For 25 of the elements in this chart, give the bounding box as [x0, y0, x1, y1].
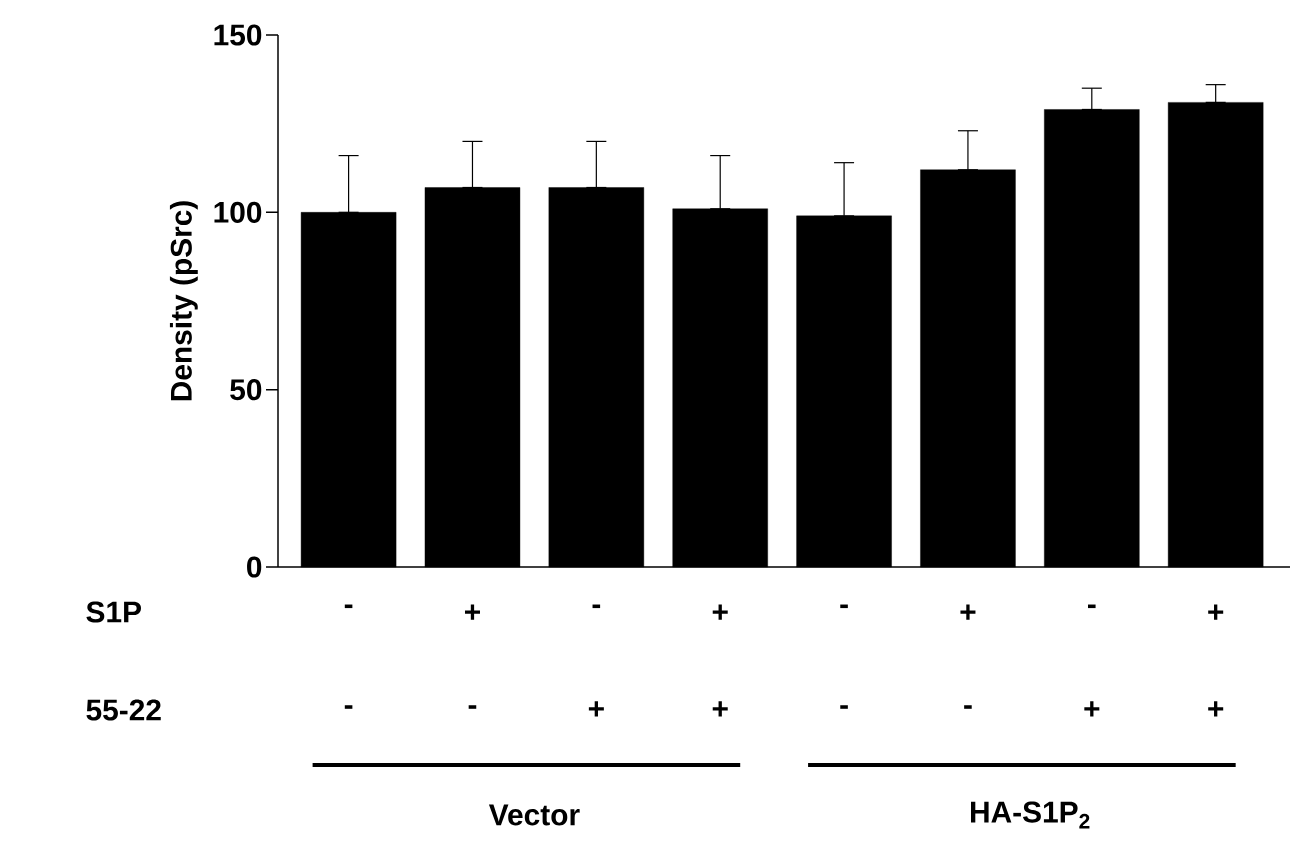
y-axis-title: Density (pSrc) — [169, 201, 198, 401]
text: S1P — [86, 601, 141, 623]
x-tick-label: - — [592, 604, 601, 609]
text: + — [1208, 701, 1224, 717]
x-tick-label: + — [960, 604, 976, 620]
text: - — [468, 705, 477, 709]
x-tick-label: + — [464, 604, 480, 620]
text: - — [344, 705, 353, 709]
y-tick-label: 100 — [214, 201, 262, 223]
text: + — [712, 701, 728, 717]
y-tick-label: 0 — [247, 556, 262, 578]
x-tick-label: - — [840, 604, 848, 609]
x-tick-label: - — [344, 604, 353, 609]
x-tick-label: - — [1088, 604, 1096, 609]
text: Vector — [488, 804, 580, 826]
x-tick-label: + — [1208, 604, 1224, 620]
text: + — [588, 701, 604, 717]
y-tick-label: 50 — [230, 379, 262, 401]
text: + — [1084, 701, 1100, 717]
text: HA-S1P$_{2}$ — [971, 801, 1090, 829]
text: - — [840, 705, 848, 709]
text: - — [964, 705, 972, 709]
y-tick-label: 150 — [214, 24, 262, 46]
x-tick-label: + — [712, 604, 728, 620]
text: 55-22 — [86, 699, 161, 721]
